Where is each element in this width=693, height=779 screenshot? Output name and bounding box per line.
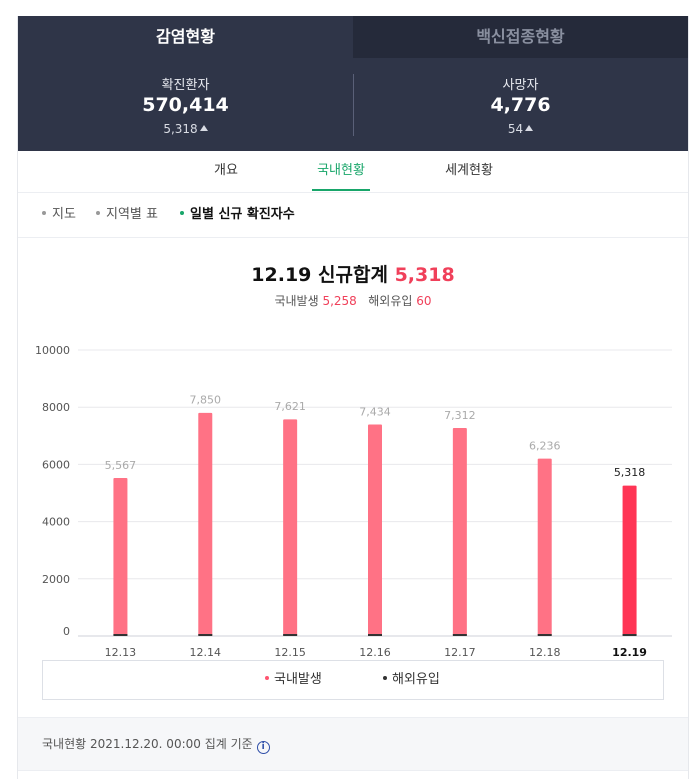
deaths-label: 사망자: [502, 78, 539, 93]
covid-status-panel: 감염현황 백신접종현황 확진환자 570,414 5,318 사망자 4,776…: [17, 16, 689, 779]
legend-dot-icon: [383, 676, 387, 680]
bar-domestic: [283, 419, 298, 636]
bar-domestic: [452, 427, 467, 636]
chart-total-label: 신규합계: [318, 264, 388, 286]
deaths-stat: 사망자 4,776 54: [353, 58, 688, 151]
chart-total-value: 5,318: [394, 264, 455, 286]
domestic-label: 국내발생: [274, 294, 319, 308]
chart-legend: 국내발생 해외유입: [42, 660, 664, 700]
bullet-icon: [42, 211, 46, 215]
tab-infection-status[interactable]: 감염현황: [18, 16, 353, 58]
chart-title: 12.19 신규합계 5,318: [18, 260, 688, 287]
bar-value-label: 7,850: [190, 393, 222, 406]
confirmed-value: 570,414: [142, 94, 229, 116]
legend-overseas-label: 해외유입: [392, 672, 440, 687]
bar-domestic: [198, 412, 213, 636]
triangle-up-icon: [199, 125, 208, 131]
bar-overseas: [368, 634, 382, 636]
deaths-delta-value: 54: [507, 122, 524, 136]
bar-domestic: [368, 424, 382, 636]
legend-domestic-label: 국내발생: [274, 672, 322, 687]
deaths-delta: 54: [353, 122, 688, 136]
tab-vaccination-status[interactable]: 백신접종현황: [353, 16, 688, 58]
filter-region-table[interactable]: 지역별 표: [96, 193, 158, 237]
stat-divider: [353, 74, 354, 136]
triangle-up-icon: [525, 125, 534, 131]
filter-map[interactable]: 지도: [42, 193, 76, 237]
bullet-icon: [96, 211, 100, 215]
y-tick-label: 4000: [42, 516, 70, 529]
chart-breakdown: 국내발생 5,258 해외유입 60: [18, 292, 688, 309]
x-tick-label: 12.16: [359, 646, 391, 656]
footer: 국내현황 2021.12.20. 00:00 집계 기준 i: [18, 717, 688, 771]
y-tick-label: 6000: [42, 458, 70, 471]
y-tick-label: 10000: [35, 344, 70, 357]
bar-value-label: 6,236: [529, 440, 561, 453]
confirmed-delta-value: 5,318: [163, 122, 198, 136]
filter-daily-new-cases[interactable]: 일별 신규 확진자수: [180, 193, 295, 237]
legend-domestic[interactable]: 국내발생: [265, 661, 322, 699]
summary-header: 감염현황 백신접종현황 확진환자 570,414 5,318 사망자 4,776…: [18, 16, 688, 151]
info-icon[interactable]: i: [256, 741, 270, 754]
x-tick-label: 12.18: [529, 646, 561, 656]
bar-overseas: [198, 634, 213, 636]
filter-region-table-label: 지역별 표: [106, 207, 158, 222]
filter-map-label: 지도: [52, 207, 76, 222]
bar-value-label: 7,312: [444, 409, 476, 422]
daily-cases-chart: 0 2000 4000 6000 8000 10000 5,567 12.13 7,850 12.…: [35, 344, 672, 656]
tab-overview[interactable]: 개요: [214, 163, 238, 178]
y-tick-label: 2000: [42, 573, 70, 586]
confirmed-label: 확진환자: [161, 78, 210, 93]
bar-domestic: [537, 458, 552, 636]
legend-overseas[interactable]: 해외유입: [383, 661, 440, 699]
domestic-value: 5,258: [322, 294, 357, 308]
footer-basis: 국내현황 2021.12.20. 00:00 집계 기준: [42, 737, 253, 751]
x-tick-label: 12.15: [274, 646, 306, 656]
bar-overseas: [113, 634, 128, 636]
x-tick-label: 12.14: [190, 646, 222, 656]
confirmed-cases-stat: 확진환자 570,414 5,318: [18, 58, 353, 151]
bar-value-label: 7,434: [359, 405, 391, 418]
deaths-value: 4,776: [490, 94, 551, 116]
bullet-icon: [180, 211, 184, 215]
tab-domestic[interactable]: 국내현황: [312, 151, 370, 191]
filter-daily-new-cases-label: 일별 신규 확진자수: [190, 207, 295, 222]
bar-domestic: [113, 478, 128, 636]
tab-world[interactable]: 세계현황: [445, 163, 493, 178]
bar-value-label: 5,567: [105, 459, 137, 472]
x-tick-label: 12.17: [444, 646, 476, 656]
chart-date: 12.19: [251, 264, 312, 286]
x-tick-label: 12.13: [105, 646, 137, 656]
y-tick-label: 0: [63, 625, 70, 638]
confirmed-delta: 5,318: [18, 122, 353, 136]
bar-overseas: [283, 634, 298, 636]
y-tick-label: 8000: [42, 401, 70, 414]
bar-value-label: 5,318: [614, 466, 646, 479]
footer-text: 국내현황 2021.12.20. 00:00 집계 기준 i: [42, 718, 270, 770]
bar-domestic: [622, 485, 637, 636]
bar-value-label: 7,621: [274, 400, 306, 413]
x-tick-label: 12.19: [612, 646, 647, 656]
sub-tabs: 개요 국내현황 세계현황: [18, 151, 688, 193]
bar-overseas: [452, 634, 467, 636]
overseas-label: 해외유입: [368, 294, 413, 308]
bar-overseas: [622, 634, 637, 636]
view-filters: 지도 지역별 표 일별 신규 확진자수: [18, 193, 688, 238]
bar-overseas: [537, 634, 552, 636]
overseas-value: 60: [416, 294, 432, 308]
legend-dot-icon: [265, 676, 269, 680]
